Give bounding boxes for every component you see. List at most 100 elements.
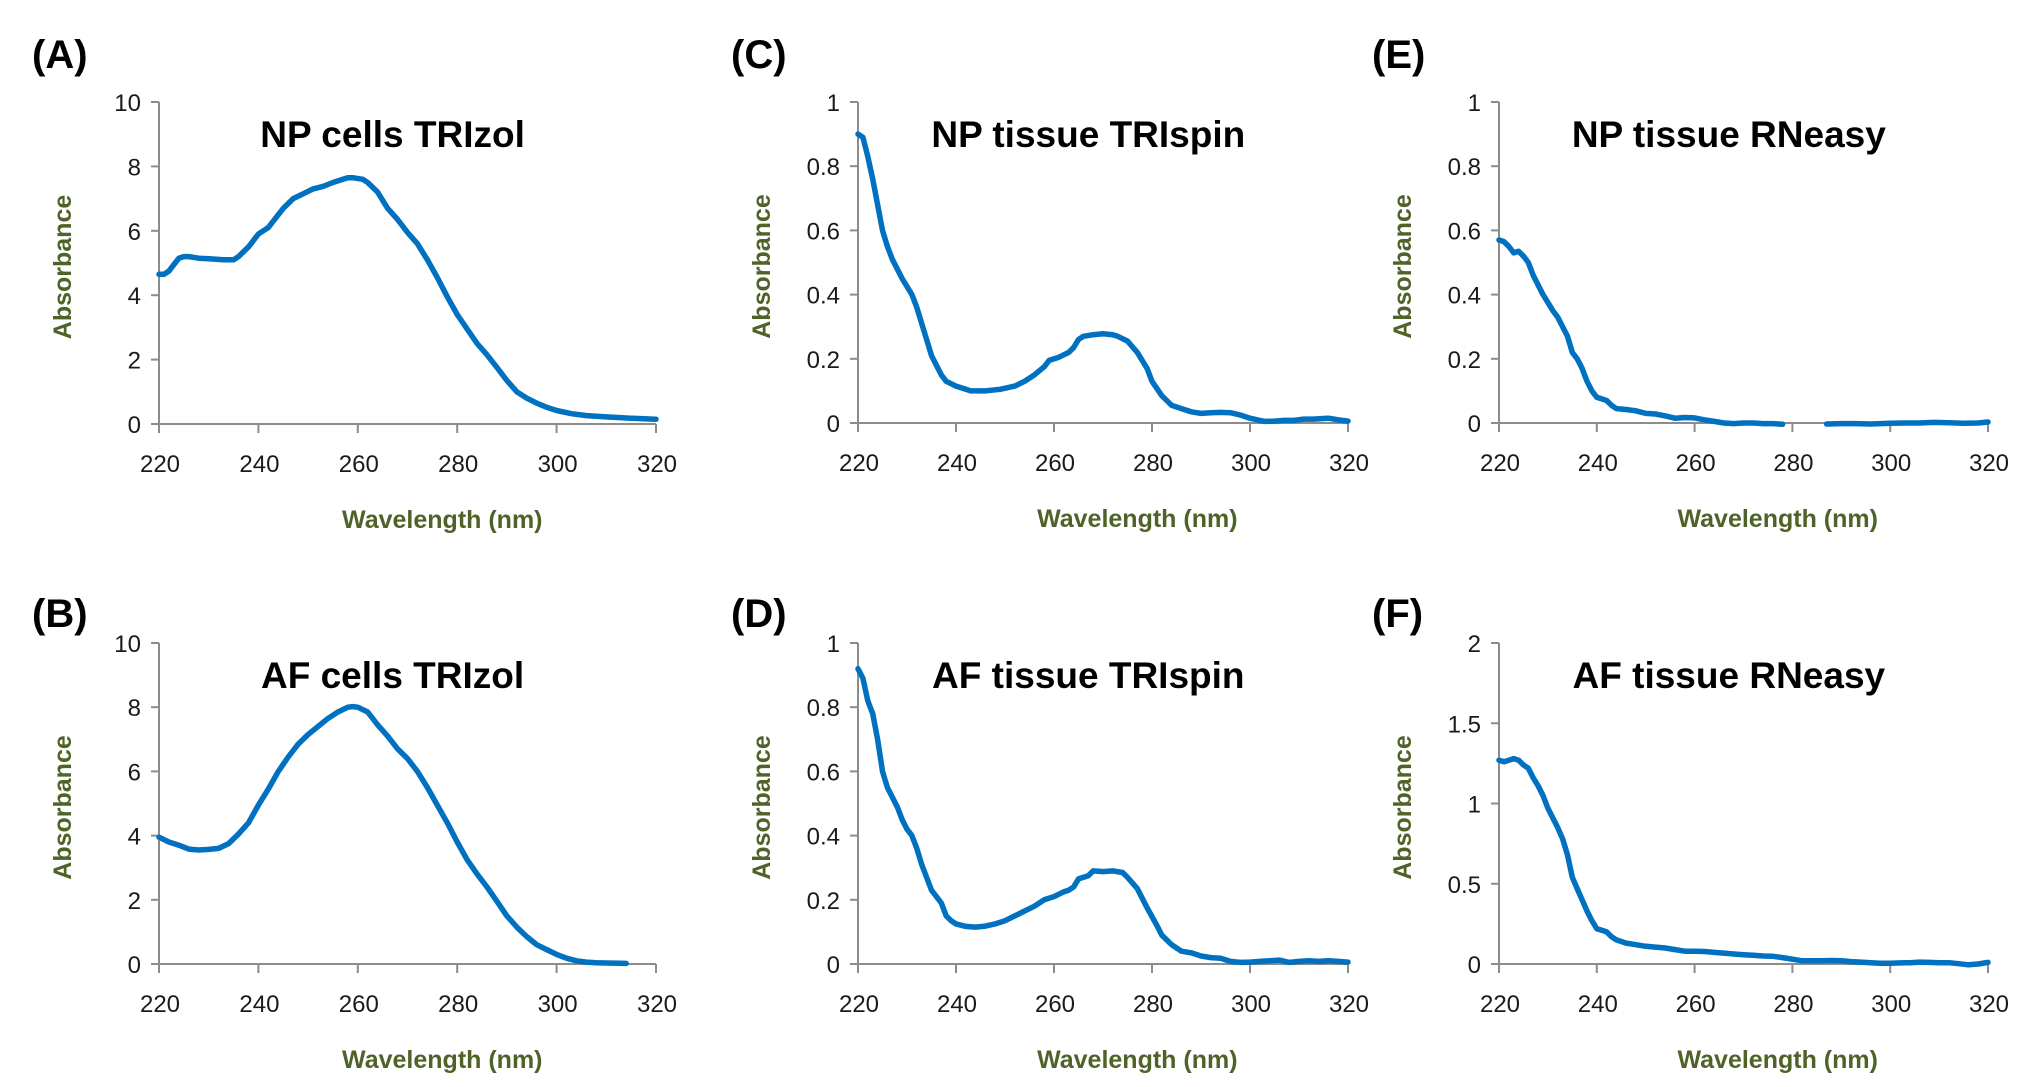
panel-label: (B) — [32, 592, 88, 636]
y-tick-label: 0.2 — [807, 888, 840, 915]
x-tick-label: 300 — [538, 991, 578, 1018]
y-tick-label: 0 — [827, 411, 840, 438]
y-tick-label: 0.4 — [807, 824, 840, 851]
panel-e: (E) NP tissue RNeasy 0 0.2 0.4 0.6 0.8 1 220 240 2… — [1372, 33, 2009, 533]
chart-title: NP tissue TRIspin — [931, 114, 1245, 155]
y-tick-label: 0 — [128, 952, 141, 979]
series-line-e-seg1 — [1496, 237, 1786, 428]
series-line-c — [855, 131, 1351, 425]
y-tick-label: 0 — [128, 412, 141, 439]
x-tick-label: 300 — [1231, 450, 1271, 477]
y-tick-label: 0.2 — [807, 347, 840, 374]
x-tick-label: 300 — [538, 451, 578, 478]
chart-title: AF cells TRIzol — [261, 655, 524, 696]
y-tick-label: 0.8 — [807, 154, 840, 181]
y-tick-label: 6 — [128, 219, 141, 246]
x-tick-label: 300 — [1871, 991, 1911, 1018]
x-axis-title: Wavelength (nm) — [342, 506, 542, 534]
x-tick-label: 320 — [1969, 991, 2009, 1018]
panel-label: (A) — [32, 33, 88, 77]
chart-title: AF tissue TRIspin — [932, 655, 1244, 696]
y-tick-label: 0.8 — [1448, 154, 1481, 181]
panel-label: (F) — [1372, 592, 1423, 636]
series-line-f — [1496, 755, 1991, 968]
y-tick-label: 4 — [128, 824, 141, 851]
y-tick-label: 0.4 — [1448, 283, 1481, 310]
y-tick-label: 0.8 — [807, 695, 840, 722]
x-tick-label: 220 — [839, 450, 879, 477]
x-tick-label: 260 — [1676, 450, 1716, 477]
panel-label: (C) — [731, 33, 787, 77]
y-tick-label: 1 — [1468, 792, 1481, 819]
x-tick-label: 220 — [140, 451, 180, 478]
y-axis-title: Absorbance — [49, 735, 77, 880]
x-tick-label: 220 — [839, 991, 879, 1018]
y-tick-label: 0.6 — [807, 759, 840, 786]
x-tick-label: 240 — [937, 450, 977, 477]
y-tick-label: 1.5 — [1448, 711, 1481, 738]
x-tick-label: 240 — [1578, 991, 1618, 1018]
y-tick-label: 1 — [827, 90, 840, 117]
x-axis-title: Wavelength (nm) — [1677, 1046, 1877, 1074]
x-tick-label: 280 — [1773, 991, 1813, 1018]
x-tick-label: 260 — [339, 991, 379, 1018]
series-line-d — [855, 665, 1351, 966]
x-tick-label: 300 — [1231, 991, 1271, 1018]
x-tick-label: 280 — [1773, 450, 1813, 477]
panel-a: (A) NP cells TRIzol 0 2 4 6 8 10 220 240 260 280 300… — [32, 33, 677, 534]
x-tick-label: 320 — [637, 991, 677, 1018]
y-tick-label: 8 — [128, 154, 141, 181]
x-tick-label: 240 — [1578, 450, 1618, 477]
y-tick-label: 6 — [128, 759, 141, 786]
x-tick-label: 280 — [1133, 450, 1173, 477]
x-tick-label: 240 — [937, 991, 977, 1018]
y-tick-label: 10 — [114, 90, 141, 117]
x-tick-label: 300 — [1871, 450, 1911, 477]
x-axis-title: Wavelength (nm) — [1677, 505, 1877, 533]
x-tick-label: 280 — [438, 451, 478, 478]
panel-label: (D) — [731, 592, 787, 636]
series-line-e-seg2 — [1823, 419, 1991, 427]
y-tick-label: 1 — [827, 631, 840, 658]
x-tick-label: 280 — [438, 991, 478, 1018]
panel-d: (D) AF tissue TRIspin 0 0.2 0.4 0.6 0.8 1 220 240… — [731, 592, 1369, 1074]
y-tick-label: 0.6 — [1448, 218, 1481, 245]
x-tick-label: 320 — [637, 451, 677, 478]
series-line-a — [156, 174, 659, 422]
y-axis-title: Absorbance — [1389, 194, 1417, 339]
y-tick-label: 0 — [1468, 952, 1481, 979]
y-tick-label: 2 — [128, 348, 141, 375]
y-tick-label: 1 — [1468, 90, 1481, 117]
x-tick-label: 260 — [339, 451, 379, 478]
x-tick-label: 220 — [1480, 991, 1520, 1018]
x-axis-title: Wavelength (nm) — [1037, 505, 1237, 533]
x-tick-label: 320 — [1329, 450, 1369, 477]
chart-title: NP cells TRIzol — [260, 114, 525, 155]
x-axis-title: Wavelength (nm) — [1037, 1046, 1237, 1074]
panel-label: (E) — [1372, 33, 1425, 77]
y-tick-label: 0 — [827, 952, 840, 979]
y-tick-label: 0.4 — [807, 283, 840, 310]
x-tick-label: 320 — [1329, 991, 1369, 1018]
x-tick-label: 240 — [239, 991, 279, 1018]
series-line-b-seg1 — [156, 703, 629, 967]
y-axis-title: Absorbance — [748, 735, 776, 880]
y-tick-label: 0.6 — [807, 218, 840, 245]
y-axis-title: Absorbance — [1389, 735, 1417, 880]
x-tick-label: 240 — [239, 451, 279, 478]
x-tick-label: 320 — [1969, 450, 2009, 477]
y-tick-label: 0.2 — [1448, 347, 1481, 374]
y-tick-label: 2 — [1468, 631, 1481, 658]
panel-c: (C) NP tissue TRIspin 0 0.2 0.4 0.6 0.8 1 220 240… — [731, 33, 1369, 533]
x-tick-label: 260 — [1035, 450, 1075, 477]
y-tick-label: 2 — [128, 888, 141, 915]
chart-title: AF tissue RNeasy — [1573, 655, 1886, 696]
chart-title: NP tissue RNeasy — [1572, 114, 1886, 155]
x-tick-label: 280 — [1133, 991, 1173, 1018]
y-axis-title: Absorbance — [49, 195, 77, 340]
panel-b: (B) AF cells TRIzol 0 2 4 6 8 10 220 240 260 280 300… — [32, 592, 677, 1074]
x-axis-title: Wavelength (nm) — [342, 1046, 542, 1074]
y-tick-label: 0.5 — [1448, 872, 1481, 899]
y-axis-title: Absorbance — [748, 194, 776, 339]
